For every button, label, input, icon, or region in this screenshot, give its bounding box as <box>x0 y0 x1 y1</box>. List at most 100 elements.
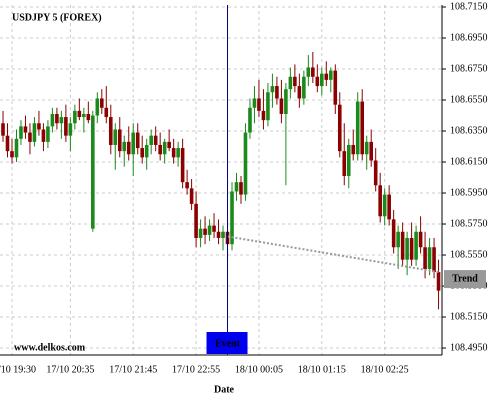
x-tick-label: 17/10 20:35 <box>46 364 94 375</box>
candle-body <box>140 148 145 158</box>
event-label-box <box>206 332 248 354</box>
candle-body <box>306 67 311 77</box>
candle-body <box>153 135 158 145</box>
x-tick-label: 18/10 00:05 <box>235 364 283 375</box>
candle-body <box>351 144 356 155</box>
candle-body <box>378 185 382 217</box>
candle-body <box>400 231 405 260</box>
candle-body <box>360 101 365 155</box>
candle-body <box>82 113 86 118</box>
candle-body <box>288 76 293 90</box>
candle-body <box>324 73 329 80</box>
candle-body <box>414 231 418 260</box>
candle-body <box>95 98 100 116</box>
candle-body <box>302 76 306 99</box>
candle-body <box>293 76 297 87</box>
y-tick-label: 108.5550 <box>450 249 488 260</box>
candle-body <box>252 98 257 108</box>
candle-body <box>328 70 333 80</box>
y-tick-label: 108.5150 <box>450 311 488 322</box>
candle-body <box>158 144 162 155</box>
candle-body <box>315 76 320 87</box>
candle-body <box>28 132 32 142</box>
candle-body <box>234 182 239 192</box>
trend-label-box <box>444 270 486 289</box>
candles <box>1 51 441 310</box>
y-tick-label: 108.6750 <box>450 63 488 74</box>
candle-body <box>5 135 10 152</box>
candle-body <box>311 67 315 77</box>
x-tick-label: 17/10 19:30 <box>0 364 36 375</box>
candle-body <box>342 151 347 176</box>
candle-body <box>149 135 153 145</box>
candle-body <box>248 107 252 133</box>
candle-body <box>23 126 28 133</box>
candle-body <box>144 144 149 158</box>
x-tick-label: 18/10 01:15 <box>298 364 346 375</box>
candle-body <box>198 228 203 238</box>
candle-body <box>68 123 73 136</box>
candle-body <box>216 231 221 238</box>
candle-body <box>203 228 207 235</box>
candle-body <box>55 113 59 124</box>
candle-body <box>320 73 324 87</box>
candle-body <box>41 129 46 142</box>
candle-body <box>418 231 423 248</box>
candle-body <box>1 123 5 136</box>
candle-body <box>275 86 279 99</box>
candle-body <box>59 117 64 124</box>
candle-body <box>46 126 50 142</box>
candle-body <box>108 117 113 145</box>
trend-label: Trend <box>452 273 478 284</box>
candle-body <box>270 86 275 93</box>
candle-body <box>396 231 400 248</box>
candle-body <box>261 110 266 121</box>
candle-body <box>167 141 171 149</box>
candle-body <box>221 231 225 238</box>
candle-body <box>239 182 243 195</box>
candle-body <box>122 141 127 152</box>
y-tick-label: 108.6350 <box>450 125 488 136</box>
y-tick-label: 108.5750 <box>450 218 488 229</box>
candle-body <box>37 123 41 130</box>
candle-body <box>86 113 91 121</box>
candle-body <box>423 247 427 269</box>
candle-body <box>91 115 95 229</box>
candle-body <box>364 141 369 155</box>
y-tick-label: 108.6950 <box>450 32 488 43</box>
x-tick-label: 18/10 02:25 <box>361 364 409 375</box>
candle-body <box>14 138 19 158</box>
candle-body <box>117 129 122 152</box>
candle-body <box>284 89 288 114</box>
candle-body <box>113 129 118 145</box>
x-tick-label: 17/10 21:45 <box>109 364 157 375</box>
candle-body <box>432 247 436 273</box>
candle-body <box>391 219 396 248</box>
candle-body <box>382 194 387 217</box>
y-tick-label: 108.5950 <box>450 187 488 198</box>
candle-body <box>279 98 284 114</box>
y-tick-label: 108.7150 <box>450 1 488 12</box>
candle-body <box>10 151 14 158</box>
candle-body <box>73 110 77 124</box>
candle-body <box>266 92 270 121</box>
chart-title: USDJPY 5 (FOREX) <box>12 12 102 23</box>
candle-body <box>162 141 167 155</box>
candle-body <box>257 98 261 111</box>
event-label: Event <box>215 338 241 349</box>
candle-body <box>436 272 441 291</box>
candle-body <box>135 132 140 149</box>
watermark: www.delkos.com <box>14 342 86 353</box>
candle-body <box>212 225 216 232</box>
y-tick-label: 108.6150 <box>450 156 488 167</box>
candle-body <box>230 191 234 245</box>
candle-body <box>427 247 432 269</box>
y-tick-label: 108.4950 <box>450 342 488 353</box>
candle-body <box>32 123 37 142</box>
candle-body <box>19 126 23 139</box>
candle-body <box>369 141 373 161</box>
candle-body <box>176 148 180 158</box>
candle-body <box>171 148 176 158</box>
